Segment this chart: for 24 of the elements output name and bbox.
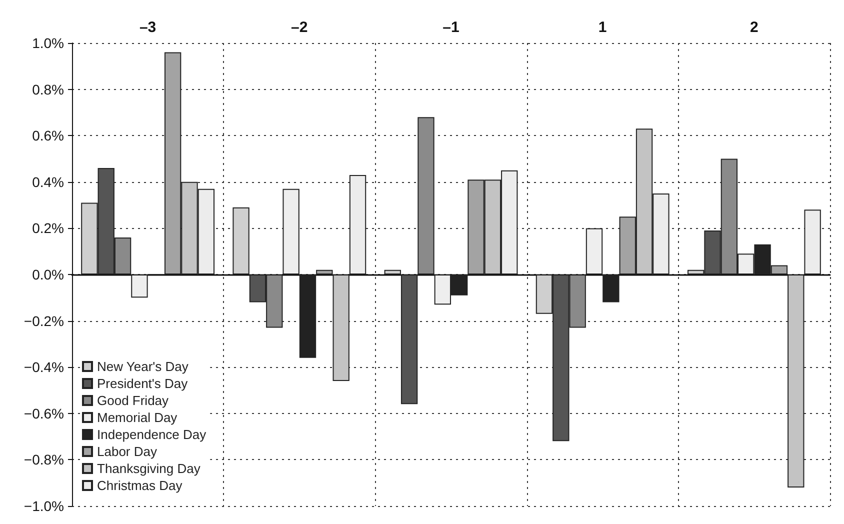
legend-label: Good Friday xyxy=(97,393,170,408)
y-tick-label: 0.0% xyxy=(32,266,64,282)
legend-label: Labor Day xyxy=(97,444,158,459)
y-tick-label: 0.4% xyxy=(32,174,64,190)
y-tick-label: 0.6% xyxy=(32,128,64,144)
y-tick-label: −0.8% xyxy=(24,452,64,468)
y-tick-label: 0.8% xyxy=(32,81,64,98)
legend-label: Christmas Day xyxy=(97,478,183,493)
x-tick-label: –2 xyxy=(291,19,308,36)
x-tick-label: –3 xyxy=(139,19,156,36)
y-tick-label: 0.2% xyxy=(32,220,64,236)
x-tick-label: 1 xyxy=(598,19,607,36)
legend-label: New Year's Day xyxy=(97,359,189,374)
y-tick-label: −0.4% xyxy=(24,359,64,376)
x-tick-label: 2 xyxy=(750,19,758,36)
legend-label: Independence Day xyxy=(97,427,207,442)
y-tick-label: −0.2% xyxy=(24,312,64,329)
y-tick-label: 1.0% xyxy=(32,35,64,51)
legend-label: Memorial Day xyxy=(97,410,178,425)
legend-label: President's Day xyxy=(97,376,188,391)
legend-label: Thanksgiving Day xyxy=(97,461,201,476)
y-tick-label: −1.0% xyxy=(24,498,64,514)
y-tick-label: −0.6% xyxy=(24,405,64,422)
x-tick-label: –1 xyxy=(442,19,460,36)
